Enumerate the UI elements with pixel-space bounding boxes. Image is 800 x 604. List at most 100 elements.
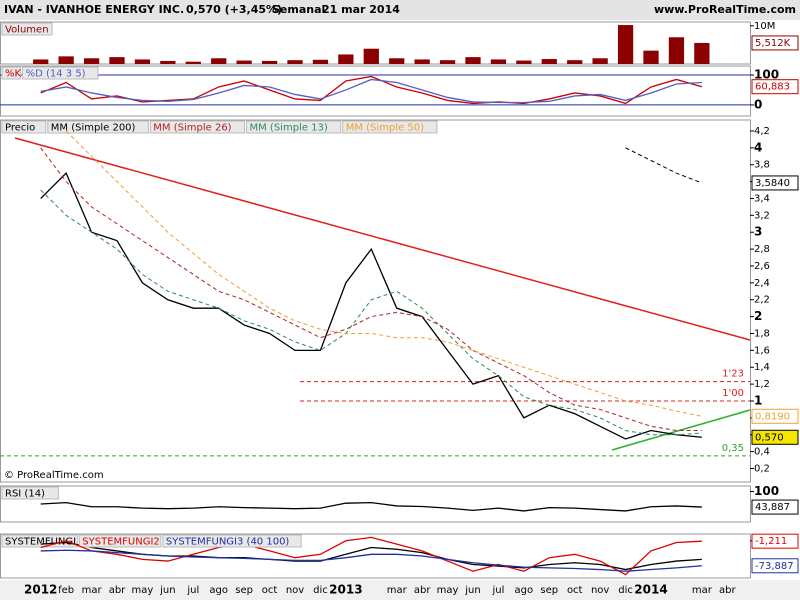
panel-frame bbox=[0, 65, 751, 117]
x-tick-label: mar bbox=[82, 585, 103, 596]
bar bbox=[338, 54, 354, 64]
y-tick-label: 0,4 bbox=[754, 447, 770, 458]
bar bbox=[58, 56, 74, 64]
value-label-box bbox=[751, 79, 799, 95]
resistance-line bbox=[14, 137, 751, 341]
bar bbox=[160, 60, 176, 64]
bar bbox=[541, 59, 557, 64]
bar bbox=[414, 59, 430, 64]
y-tick-label: 3,8 bbox=[754, 160, 770, 171]
legend-entry: Precio bbox=[5, 123, 35, 134]
series-line bbox=[625, 147, 703, 184]
legend-entry: RSI (14) bbox=[5, 489, 45, 500]
legend-entry: MM (Simple 26) bbox=[153, 123, 231, 134]
bar bbox=[287, 60, 303, 64]
header-bar bbox=[0, 0, 800, 20]
value-label-box bbox=[751, 408, 799, 424]
site: www.ProRealTime.com bbox=[654, 3, 796, 16]
panel-frame bbox=[0, 485, 751, 523]
legend-entry: MM (Simple 200) bbox=[51, 123, 136, 134]
x-tick-label: 2012 bbox=[24, 583, 57, 597]
y-tick-label: 3,4 bbox=[754, 193, 770, 204]
support-line bbox=[611, 409, 751, 451]
y-tick-label: 3,2 bbox=[754, 210, 770, 221]
x-tick-label: nov bbox=[591, 585, 609, 596]
quote: 0,570 (+3,45%) bbox=[186, 3, 282, 16]
bar bbox=[261, 60, 278, 64]
legend-box bbox=[342, 120, 438, 134]
series-line bbox=[40, 172, 702, 440]
x-tick-label: nov bbox=[286, 585, 304, 596]
x-tick-label: mar bbox=[387, 585, 408, 596]
panel-frame bbox=[0, 119, 751, 483]
series-line bbox=[40, 147, 702, 432]
legend-box bbox=[1, 66, 22, 80]
y-tick-label: 1,4 bbox=[754, 362, 770, 373]
y-tick-label: 1,8 bbox=[754, 328, 770, 339]
value-label: -73,887 bbox=[755, 561, 794, 572]
value-label: 0,8190 bbox=[755, 411, 790, 422]
x-tick-label: oct bbox=[262, 585, 278, 596]
value-label: -1,211 bbox=[755, 536, 787, 547]
series-line bbox=[40, 75, 703, 105]
level-label: 0,35 bbox=[722, 443, 744, 454]
x-tick-label: jun bbox=[159, 585, 175, 596]
bar bbox=[33, 59, 49, 64]
bar bbox=[312, 59, 329, 64]
y-tick-label: 1 bbox=[754, 393, 762, 407]
bar bbox=[83, 58, 100, 64]
period: Semanal bbox=[272, 3, 325, 16]
bar bbox=[236, 60, 252, 64]
bar bbox=[490, 59, 507, 64]
y-tick-label: 2 bbox=[754, 309, 762, 323]
x-tick-label: abr bbox=[109, 585, 126, 596]
y-tick-label: 100 bbox=[754, 67, 779, 81]
legend-entry: Volumen bbox=[5, 25, 49, 36]
y-tick-label: 2,4 bbox=[754, 278, 770, 289]
bar bbox=[567, 60, 583, 64]
legend-box bbox=[246, 120, 342, 134]
legend-entry: MM (Simple 13) bbox=[250, 123, 328, 134]
y-tick-label: 1,6 bbox=[754, 345, 770, 356]
bar bbox=[668, 37, 685, 64]
x-tick-label: 2013 bbox=[329, 583, 362, 597]
value-label: 60,883 bbox=[755, 82, 790, 93]
bar bbox=[439, 60, 456, 64]
x-tick-label: dic bbox=[313, 585, 328, 596]
value-label-box bbox=[751, 35, 799, 51]
legend-entry: SYSTEMFUNGI bbox=[5, 537, 76, 548]
bar bbox=[465, 57, 481, 64]
y-tick-label: 3 bbox=[754, 225, 762, 239]
x-tick-label: feb bbox=[58, 585, 74, 596]
level-label: 1'00 bbox=[722, 388, 744, 399]
bar bbox=[617, 25, 634, 65]
x-tick-label: mar bbox=[692, 585, 713, 596]
y-tick-label: 4,2 bbox=[754, 126, 770, 137]
x-tick-label: abr bbox=[719, 585, 736, 596]
y-tick-label: 0 bbox=[754, 97, 762, 111]
x-axis-bg bbox=[0, 580, 800, 600]
x-tick-label: may bbox=[132, 585, 154, 596]
bar bbox=[134, 59, 151, 64]
legend-box bbox=[1, 486, 59, 500]
legend-box bbox=[78, 534, 162, 548]
series-line bbox=[40, 549, 702, 572]
x-tick-label: may bbox=[437, 585, 459, 596]
legend-box bbox=[1, 534, 78, 548]
bar bbox=[363, 48, 379, 64]
bar bbox=[516, 60, 532, 64]
value-label-box bbox=[751, 429, 799, 445]
bar bbox=[185, 61, 201, 64]
bar bbox=[643, 50, 659, 64]
value-label: 43,887 bbox=[755, 502, 790, 513]
symbol: IVAN - IVANHOE ENERGY INC. bbox=[4, 3, 184, 16]
y-tick-label: 100 bbox=[754, 484, 779, 498]
value-label-box bbox=[751, 558, 799, 574]
bar bbox=[389, 58, 405, 64]
bar bbox=[109, 57, 125, 64]
value-label-box bbox=[751, 499, 799, 515]
x-tick-label: abr bbox=[414, 585, 431, 596]
y-tick-label: 2,2 bbox=[754, 295, 770, 306]
legend-box bbox=[22, 66, 99, 80]
x-tick-label: dic bbox=[618, 585, 633, 596]
